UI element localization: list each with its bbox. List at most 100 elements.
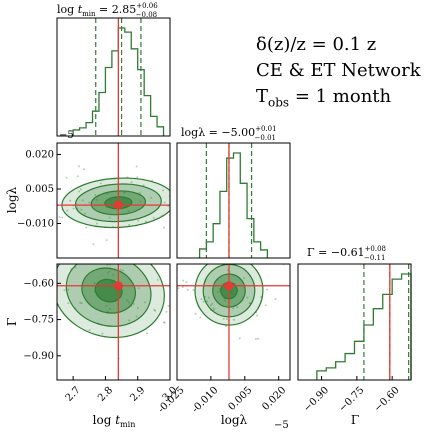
scatter-point-0-32 xyxy=(135,165,138,168)
scatter-point-2-36 xyxy=(236,306,239,309)
scatter-point-2-19 xyxy=(177,287,180,290)
scatter-point-0-46 xyxy=(88,201,91,204)
title-gamma: Γ = −0.61+0.08 −0.11 xyxy=(307,245,386,262)
scatter-point-2-48 xyxy=(254,337,257,340)
scatter-point-1-50 xyxy=(163,321,166,324)
scatter-point-2-22 xyxy=(218,287,221,290)
x-axis-label-tmin: log tmin xyxy=(93,413,136,429)
scatter-point-2-23 xyxy=(225,247,227,249)
scatter-point-2-5 xyxy=(200,298,203,301)
histogram-1 xyxy=(198,152,269,258)
annotation-network: CE & ET Network xyxy=(256,60,421,81)
title-tmin-sup: +0.06 xyxy=(136,2,158,10)
title-tmin-eq: = 2.85 xyxy=(96,3,137,16)
scatter-point-0-9 xyxy=(95,198,98,201)
scatter-point-2-49 xyxy=(224,299,227,302)
scatter-point-1-69 xyxy=(132,302,135,305)
annotation-model: δ(z)/z = 0.1 z xyxy=(256,34,377,55)
scatter-point-1-59 xyxy=(153,308,156,311)
scatter-point-1-61 xyxy=(106,310,109,313)
scatter-point-2-52 xyxy=(246,296,249,299)
title-lambda-name: λ xyxy=(198,126,205,139)
scatter-point-2-62 xyxy=(243,277,246,280)
title-lambda-lhs: log xyxy=(181,126,198,139)
annotation-observation-time-sub: obs xyxy=(268,95,290,110)
scatter-point-1-49 xyxy=(125,299,128,302)
scatter-point-1-2 xyxy=(136,306,139,309)
scatter-point-1-52 xyxy=(116,260,118,262)
scatter-point-0-55 xyxy=(99,182,102,185)
scatter-point-1-17 xyxy=(63,289,66,292)
scatter-point-1-65 xyxy=(79,252,81,254)
title-tmin-lhs: log xyxy=(57,3,78,16)
joint-panel-content-0 xyxy=(39,143,194,258)
scatter-point-1-36 xyxy=(52,167,54,169)
scatter-point-1-7 xyxy=(180,322,182,324)
scatter-point-1-67 xyxy=(144,301,147,304)
scatter-point-0-50 xyxy=(45,181,47,183)
scatter-point-0-3 xyxy=(150,196,153,199)
scatter-point-2-40 xyxy=(209,304,212,307)
truth-marker-2 xyxy=(224,281,234,291)
scatter-point-1-43 xyxy=(172,346,174,348)
scatter-point-1-5 xyxy=(91,252,93,254)
x-tick-label-1-1: -0.010 xyxy=(190,385,220,415)
annotation-observation-time-value: = 1 month xyxy=(289,86,392,107)
y-tick-label-1-1: 0.005 xyxy=(25,184,54,195)
scatter-point-2-25 xyxy=(199,316,202,319)
scatter-point-0-19 xyxy=(127,209,130,212)
scatter-point-2-56 xyxy=(256,314,259,317)
scatter-point-1-68 xyxy=(121,269,124,272)
scatter-point-0-10 xyxy=(82,168,85,171)
title-lambda: logλ = −5.00+0.01 −0.01 xyxy=(181,125,277,142)
scatter-point-2-61 xyxy=(232,307,235,310)
scatter-point-1-46 xyxy=(52,259,54,261)
scatter-point-0-45 xyxy=(163,201,166,204)
scatter-point-2-45 xyxy=(274,298,277,301)
histogram-2 xyxy=(316,273,412,380)
scatter-point-1-20 xyxy=(135,315,138,318)
scatter-point-1-28 xyxy=(80,302,83,305)
scatter-point-0-28 xyxy=(192,154,194,156)
scatter-point-2-3 xyxy=(266,288,269,291)
x-axis-label-gamma: Γ xyxy=(351,413,359,427)
scatter-point-0-64 xyxy=(94,193,97,196)
scatter-point-2-54 xyxy=(186,288,189,291)
x-axis-label-tmin-log: log xyxy=(93,413,116,427)
scatter-point-0-24 xyxy=(152,217,155,220)
title-gamma-sup: +0.08 xyxy=(365,245,386,253)
title-lambda-sup: +0.01 xyxy=(255,125,276,133)
scatter-point-0-6 xyxy=(39,207,41,209)
scatter-point-1-10 xyxy=(106,271,109,274)
scatter-point-0-26 xyxy=(180,201,182,203)
x-tick-label-2-0: −0.90 xyxy=(302,385,331,414)
y-tick-label-2-2: −0.90 xyxy=(23,351,54,362)
y-tick-label-2-1: −0.75 xyxy=(23,315,54,326)
scatter-point-0-1 xyxy=(65,176,68,179)
scatter-point-2-20 xyxy=(233,318,236,321)
scatter-point-2-6 xyxy=(204,295,207,298)
scatter-point-0-36 xyxy=(96,222,99,225)
scatter-point-1-55 xyxy=(137,287,140,290)
scatter-point-1-41 xyxy=(128,319,131,322)
scatter-point-0-12 xyxy=(83,212,86,215)
scatter-point-2-43 xyxy=(206,300,209,303)
scatter-point-0-41 xyxy=(80,208,83,211)
annotation-observation-time-t: T xyxy=(256,86,269,107)
scatter-point-2-58 xyxy=(249,302,252,305)
scatter-point-0-16 xyxy=(144,220,147,223)
scatter-point-2-44 xyxy=(231,251,233,253)
scatter-point-1-26 xyxy=(112,273,115,276)
scatter-point-2-53 xyxy=(257,337,260,340)
scatter-point-1-64 xyxy=(52,257,54,259)
x-tick-label-2-2: −0.60 xyxy=(372,385,401,414)
scatter-point-0-49 xyxy=(138,191,141,194)
scatter-point-1-15 xyxy=(91,252,93,254)
scatter-point-2-33 xyxy=(185,281,188,284)
scatter-point-2-2 xyxy=(218,289,221,292)
title-tmin-sub: min xyxy=(82,10,96,18)
scatter-point-0-40 xyxy=(76,175,79,178)
scatter-point-0-62 xyxy=(85,226,88,229)
x-tick-label-0-0: 2.7 xyxy=(64,385,83,404)
